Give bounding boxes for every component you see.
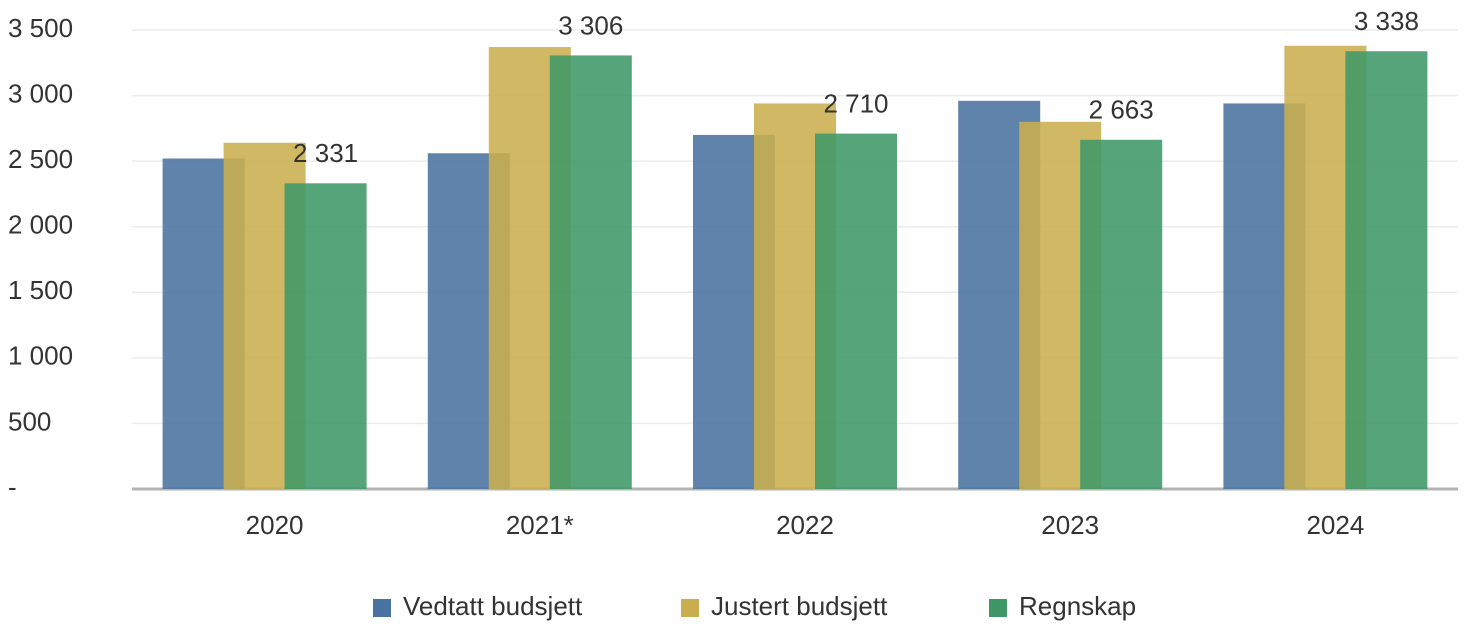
- x-tick-label: 2021*: [506, 510, 574, 540]
- data-label: 3 306: [558, 10, 623, 40]
- y-tick-label: -: [8, 472, 17, 502]
- legend-label: Regnskap: [1019, 591, 1136, 621]
- y-tick-label: 2 500: [8, 144, 73, 174]
- y-tick-label: 1 500: [8, 275, 73, 305]
- bar: [284, 183, 367, 489]
- y-tick-label: 3 500: [8, 13, 73, 43]
- data-label: 2 710: [823, 88, 888, 118]
- x-tick-label: 2022: [776, 510, 834, 540]
- data-label: 2 663: [1089, 95, 1154, 125]
- x-tick-label: 2023: [1041, 510, 1099, 540]
- data-label: 3 338: [1354, 6, 1419, 36]
- data-label: 2 331: [293, 138, 358, 168]
- bar: [815, 133, 897, 490]
- bar: [1080, 139, 1163, 489]
- bar: [1345, 51, 1428, 489]
- legend-swatch: [989, 599, 1007, 617]
- y-tick-label: 1 000: [8, 341, 73, 371]
- x-tick-label: 2024: [1306, 510, 1364, 540]
- legend-swatch: [681, 599, 699, 617]
- y-tick-label: 500: [8, 406, 51, 436]
- bar: [549, 55, 632, 490]
- legend-swatch: [373, 599, 391, 617]
- x-tick-label: 2020: [246, 510, 304, 540]
- legend-label: Justert budsjett: [711, 591, 888, 621]
- y-tick-label: 3 000: [8, 78, 73, 108]
- y-tick-label: 2 000: [8, 210, 73, 240]
- legend-label: Vedtatt budsjett: [403, 591, 583, 621]
